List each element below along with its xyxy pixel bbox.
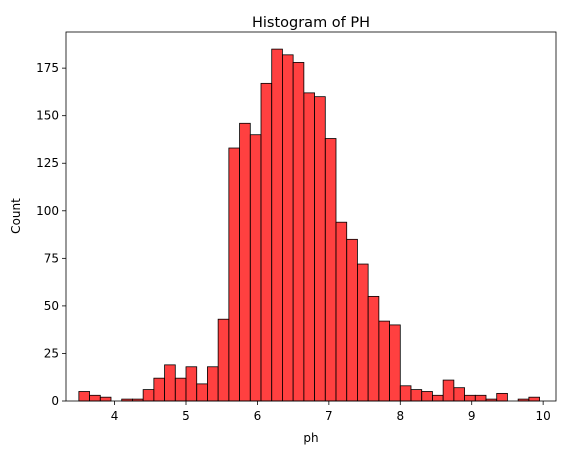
histogram-bar <box>378 320 390 402</box>
histogram-bar <box>174 377 187 402</box>
x-axis-label: ph <box>303 431 318 445</box>
histogram-bar <box>282 54 294 402</box>
x-tick-label: 7 <box>325 409 333 423</box>
x-tick-label: 9 <box>468 409 476 423</box>
histogram-bar <box>432 394 444 402</box>
histogram-bar <box>410 389 423 402</box>
plot-frame <box>65 31 557 402</box>
histogram-bar <box>324 138 337 402</box>
y-tick-label: 25 <box>44 346 59 360</box>
histogram-bar <box>528 396 540 402</box>
histogram-bar <box>399 385 412 402</box>
histogram-bar <box>249 134 262 402</box>
bars-group <box>78 48 540 402</box>
x-tick-label: 8 <box>396 409 404 423</box>
x-tick-label: 10 <box>536 409 551 423</box>
y-tick-label: 75 <box>44 251 59 265</box>
histogram-bar <box>239 122 251 402</box>
histogram-bar <box>496 392 508 402</box>
histogram-bar <box>453 387 465 402</box>
x-tick-label: 6 <box>254 409 262 423</box>
y-tick-label: 150 <box>36 109 59 123</box>
histogram-bar <box>271 48 283 402</box>
y-tick-label: 50 <box>44 299 59 313</box>
y-tick-label: 125 <box>36 156 59 170</box>
x-axis: 4 5 6 7 8 9 10 <box>111 401 551 423</box>
chart-title: Histogram of PH <box>252 15 370 31</box>
y-tick-label: 0 <box>51 394 59 408</box>
y-tick-label: 100 <box>36 204 59 218</box>
histogram-bar <box>303 92 315 402</box>
histogram-bar <box>89 394 101 402</box>
histogram-bar <box>335 221 348 402</box>
x-tick-label: 4 <box>111 409 119 423</box>
histogram-bar <box>314 96 326 402</box>
histogram-bar <box>78 391 90 402</box>
x-tick-label: 5 <box>182 409 190 423</box>
histogram-bar <box>99 396 112 402</box>
histogram-bar <box>464 394 476 402</box>
histogram-bar <box>153 377 165 402</box>
histogram-bar <box>142 389 155 402</box>
histogram-bar <box>185 366 198 402</box>
y-axis-label: Count <box>9 198 23 234</box>
histogram-bar <box>367 295 380 402</box>
histogram-bar <box>260 82 273 402</box>
histogram-bar <box>292 62 305 402</box>
histogram-bar <box>207 366 219 402</box>
histogram-bar <box>357 263 369 402</box>
histogram-bar <box>474 394 487 402</box>
y-tick-label: 175 <box>36 61 59 75</box>
histogram-bar <box>228 147 240 402</box>
histogram-bar <box>164 364 176 402</box>
histogram-bar <box>442 379 455 402</box>
histogram-bar <box>196 383 208 402</box>
histogram-bar <box>346 238 358 402</box>
y-axis: 0 25 50 75 100 125 150 175 <box>36 61 66 408</box>
histogram-bar <box>217 318 230 402</box>
histogram-bar <box>421 391 433 402</box>
histogram-bar <box>389 324 401 402</box>
